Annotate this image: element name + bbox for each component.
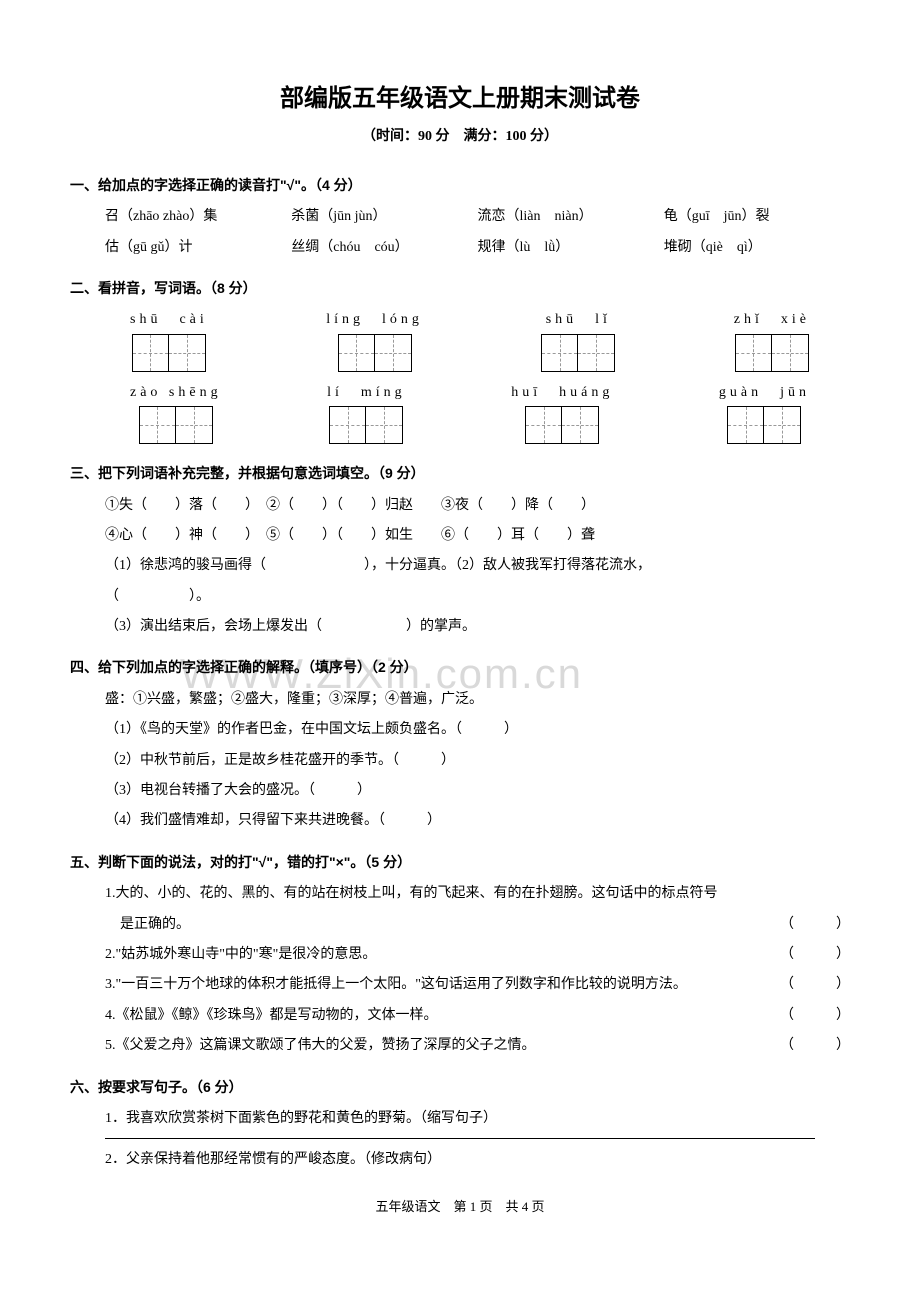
q2-header: 二、看拼音，写词语。（8 分） [70, 277, 850, 299]
q1-r1b: 杀菌（jūn jùn） [291, 206, 477, 228]
q5-i1a-text: 1.大的、小的、花的、黑的、有的站在树枝上叫，有的飞起来、有的在扑翅膀。这句话中… [105, 883, 850, 905]
q5-i3-text: 3."一百三十万个地球的体积才能抵得上一个太阳。"这句话运用了列数字和作比较的说… [105, 974, 780, 996]
page-title: 部编版五年级语文上册期末测试卷 [70, 80, 850, 118]
q3-l3: （1）徐悲鸿的骏马画得（ ），十分逼真。（2）敌人被我军打得落花流水， [70, 555, 850, 577]
q4-i1: （1）《鸟的天堂》的作者巴金，在中国文坛上颇负盛名。（ ） [70, 719, 850, 741]
q2-p2a: zào shēng [130, 382, 222, 404]
char-grid [735, 334, 809, 372]
q6-header: 六、按要求写句子。（6 分） [70, 1076, 850, 1098]
q2-row1: shū cài líng lóng shū lǐ zhǐ xiè [70, 309, 850, 371]
q5-paren: （ ） [780, 914, 850, 936]
q2-p1d: zhǐ xiè [734, 309, 810, 331]
page-footer: 五年级语文 第 1 页 共 4 页 [70, 1197, 850, 1218]
q5-i4: 4.《松鼠》《鲸》《珍珠鸟》都是写动物的，文体一样。 （ ） [70, 1005, 850, 1027]
q1-r1a: 召（zhāo zhào）集 [105, 206, 291, 228]
char-grid [525, 406, 599, 444]
q5-i4-text: 4.《松鼠》《鲸》《珍珠鸟》都是写动物的，文体一样。 [105, 1005, 780, 1027]
q3-l4: （ ）。 [70, 586, 850, 608]
q1-r2c: 规律（lù lǜ） [478, 237, 664, 259]
char-grid [541, 334, 615, 372]
q2-col2c: huī huáng [511, 382, 613, 444]
q3-l5: （3）演出结束后，会场上爆发出（ ）的掌声。 [70, 616, 850, 638]
q5-header: 五、判断下面的说法，对的打"√"，错的打"×"。（5 分） [70, 851, 850, 873]
q1-r2b: 丝绸（chóu cóu） [291, 237, 477, 259]
q5-paren: （ ） [780, 1035, 850, 1057]
q2-col2d: guàn jūn [719, 382, 810, 444]
q2-col1c: shū lǐ [541, 309, 615, 371]
q5-i5-text: 5.《父爱之舟》这篇课文歌颂了伟大的父爱，赞扬了深厚的父子之情。 [105, 1035, 780, 1057]
char-grid [139, 406, 213, 444]
q5-i1b-text: 是正确的。 [120, 914, 780, 936]
q4-def: 盛：①兴盛，繁盛；②盛大，隆重；③深厚；④普遍，广泛。 [70, 689, 850, 711]
q1-header: 一、给加点的字选择正确的读音打"√"。（4 分） [70, 174, 850, 196]
q3-l2: ④心（ ）神（ ） ⑤（ ）（ ）如生 ⑥（ ）耳（ ）聋 [70, 525, 850, 547]
q2-col1a: shū cài [130, 309, 208, 371]
q5-i1a: 1.大的、小的、花的、黑的、有的站在树枝上叫，有的飞起来、有的在扑翅膀。这句话中… [70, 883, 850, 905]
q1-r2d: 堆砌（qiè qì） [664, 237, 850, 259]
q5-paren: （ ） [780, 974, 850, 996]
q4-i2: （2）中秋节前后，正是故乡桂花盛开的季节。（ ） [70, 750, 850, 772]
q5-paren: （ ） [780, 944, 850, 966]
q6-i1: 1．我喜欢欣赏茶树下面紫色的野花和黄色的野菊。（缩写句子） [70, 1108, 850, 1130]
q1-r2a: 估（gū gǔ）计 [105, 237, 291, 259]
q2-p2d: guàn jūn [719, 382, 810, 404]
q2-row2: zào shēng lí míng huī huáng guàn jūn [70, 382, 850, 444]
q3-header: 三、把下列词语补充完整，并根据句意选词填空。（9 分） [70, 462, 850, 484]
q1-row2: 估（gū gǔ）计 丝绸（chóu cóu） 规律（lù lǜ） 堆砌（qiè … [70, 237, 850, 259]
q5-i2-text: 2."姑苏城外寒山寺"中的"寒"是很冷的意思。 [105, 944, 780, 966]
char-grid [132, 334, 206, 372]
answer-line [105, 1138, 815, 1139]
q2-col1d: zhǐ xiè [734, 309, 810, 371]
char-grid [329, 406, 403, 444]
q2-col2a: zào shēng [130, 382, 222, 444]
q5-paren: （ ） [780, 1005, 850, 1027]
q4-header: 四、给下列加点的字选择正确的解释。（填序号）（2 分） [70, 656, 850, 678]
q2-col1b: líng lóng [326, 309, 423, 371]
q2-p1c: shū lǐ [546, 309, 611, 331]
page-subtitle: （时间：90 分 满分：100 分） [70, 126, 850, 148]
q6-i2: 2．父亲保持着他那经常惯有的严峻态度。（修改病句） [70, 1149, 850, 1171]
q1-r1c: 流恋（liàn niàn） [478, 206, 664, 228]
q2-p2b: lí míng [327, 382, 406, 404]
q2-p2c: huī huáng [511, 382, 613, 404]
q5-i2: 2."姑苏城外寒山寺"中的"寒"是很冷的意思。 （ ） [70, 944, 850, 966]
q1-r1d: 龟（guī jūn）裂 [664, 206, 850, 228]
q2-col2b: lí míng [327, 382, 406, 444]
q1-row1: 召（zhāo zhào）集 杀菌（jūn jùn） 流恋（liàn niàn） … [70, 206, 850, 228]
q3-l1: ①失（ ）落（ ） ②（ ）（ ）归赵 ③夜（ ）降（ ） [70, 495, 850, 517]
q5-i1b: 是正确的。 （ ） [70, 914, 850, 936]
q4-i3: （3）电视台转播了大会的盛况。（ ） [70, 780, 850, 802]
char-grid [338, 334, 412, 372]
q5-i5: 5.《父爱之舟》这篇课文歌颂了伟大的父爱，赞扬了深厚的父子之情。 （ ） [70, 1035, 850, 1057]
char-grid [727, 406, 801, 444]
q5-i3: 3."一百三十万个地球的体积才能抵得上一个太阳。"这句话运用了列数字和作比较的说… [70, 974, 850, 996]
q2-p1a: shū cài [130, 309, 208, 331]
q2-p1b: líng lóng [326, 309, 423, 331]
q4-i4: （4）我们盛情难却，只得留下来共进晚餐。（ ） [70, 810, 850, 832]
